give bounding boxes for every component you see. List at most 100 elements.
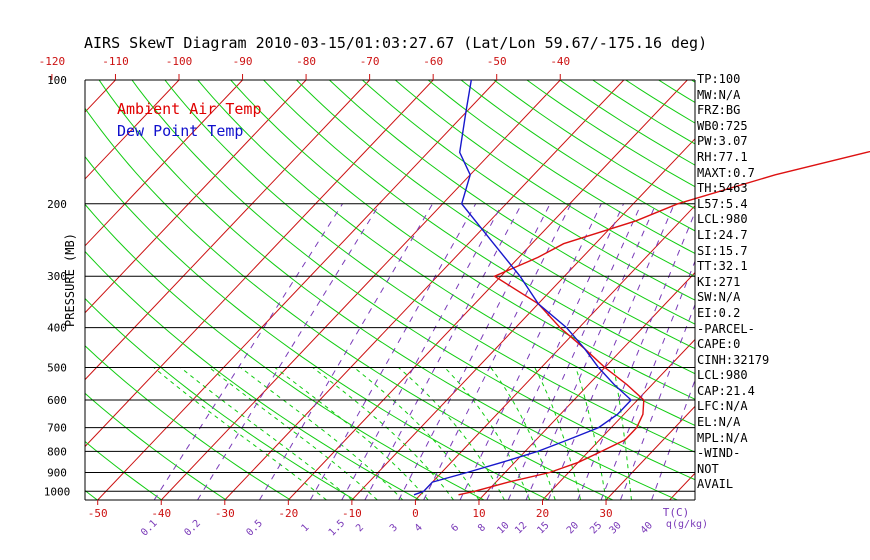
index-parcel-header: -PARCEL-: [697, 321, 755, 336]
index-sw: SW:N/A: [697, 290, 741, 305]
mixing-ratio-line: [341, 203, 503, 500]
mixing-ratio-line: [398, 203, 551, 500]
dry-adiabat-line: [85, 392, 227, 500]
moist-adiabat-line: [613, 367, 632, 500]
isotherm-line: [478, 271, 695, 500]
legend-dew-point-temp: Dew Point Temp: [117, 122, 244, 140]
isotherm-line: [605, 405, 695, 500]
dry-adiabat-line: [493, 80, 695, 210]
index-el: EL:N/A: [697, 415, 741, 430]
dry-adiabat-line: [85, 250, 420, 500]
mixing-ratio-tick-label: 15: [535, 520, 551, 536]
moist-adiabat-line: [490, 367, 556, 500]
mixing-ratio-tick-label: 0.1: [139, 518, 160, 539]
dry-adiabat-line: [427, 80, 695, 255]
mixing-ratio-tick-label: 8: [476, 522, 488, 534]
dry-adiabat-line: [526, 80, 695, 188]
top-temp-tick-label: -70: [360, 55, 380, 68]
mixing-ratio-tick-label: 0.2: [182, 518, 203, 539]
bottom-temp-tick-label: -40: [151, 507, 171, 520]
dry-adiabat-line: [0, 80, 33, 500]
index-wind-avail: AVAIL: [697, 477, 734, 492]
index-ki: KI:271: [697, 274, 741, 289]
index-cape: CAPE:0: [697, 337, 741, 352]
pressure-tick-label: 700: [47, 422, 67, 435]
moist-adiabat-line: [312, 367, 454, 500]
dry-adiabat-line: [263, 80, 695, 375]
dry-adiabat-line: [394, 80, 695, 278]
isotherm-line: [85, 80, 434, 448]
mixing-ratio-tick-label: 40: [639, 520, 655, 536]
index-lfc: LFC:N/A: [697, 399, 748, 414]
isotherm-line: [85, 80, 116, 113]
indices-list: TP:100 MW:N/A FRZ:BG WB0:725 PW:3.07 RH:…: [697, 72, 769, 493]
pressure-tick-label: 200: [47, 198, 67, 211]
pressure-tick-label: 900: [47, 466, 67, 479]
index-mw: MW:N/A: [697, 87, 741, 102]
dry-adiabat-line: [98, 80, 678, 500]
dry-adiabat-line: [85, 203, 485, 500]
bottom-temp-tick-label: 20: [536, 507, 549, 520]
top-temp-tick-label: -50: [487, 55, 507, 68]
dry-adiabat-line: [329, 80, 695, 325]
index-rh: RH:77.1: [697, 149, 748, 164]
dry-adiabat-line: [790, 80, 870, 500]
dry-adiabat-line: [197, 80, 695, 426]
mixing-ratio-line: [651, 378, 695, 500]
isotherm-line: [415, 204, 695, 500]
isotherm-line: [85, 80, 243, 247]
plot-lines: [0, 80, 870, 500]
pressure-tick-label: 400: [47, 322, 67, 335]
moist-adiabat-line: [575, 367, 607, 500]
dry-adiabat-line: [230, 80, 695, 400]
isotherm-line: [542, 338, 695, 500]
mixing-ratio-line: [197, 203, 381, 500]
chart-title: AIRS SkewT Diagram 2010-03-15/01:03:27.6…: [84, 34, 708, 52]
pressure-tick-label: 300: [47, 270, 67, 283]
index-frz: FRZ:BG: [697, 103, 741, 118]
index-mpl: MPL:N/A: [697, 430, 748, 445]
index-th: TH:5463: [697, 181, 748, 196]
mixing-ratio-line: [577, 211, 695, 500]
mixing-ratio-line: [600, 259, 695, 500]
dry-adiabat-line: [296, 80, 695, 350]
dewpoint-temp-line: [413, 79, 633, 496]
moist-adiabat-line: [208, 367, 378, 500]
pressure-tick-label: 500: [47, 361, 67, 374]
legend-ambient-air-temp: Ambient Air Temp: [117, 100, 262, 118]
mixing-ratio-tick-label: 0.5: [244, 518, 265, 539]
pressure-tick-label: 800: [47, 445, 67, 458]
mixing-ratio-tick-label: 1.5: [327, 518, 348, 539]
bottom-temp-tick-label: -50: [88, 507, 108, 520]
isotherm-line: [85, 80, 180, 180]
dry-adiabat-line: [131, 80, 695, 481]
moist-adiabat-line: [153, 367, 327, 500]
mixing-ratio-line: [153, 203, 343, 500]
bottom-temp-tick-label: -30: [215, 507, 235, 520]
isotherm-line: [85, 80, 307, 314]
mixing-ratio-line: [259, 203, 434, 500]
isotherm-line: [351, 138, 695, 500]
top-temp-tick-label: -60: [423, 55, 443, 68]
top-temp-tick-label: -90: [233, 55, 253, 68]
mixing-ratio-tick-label: 2: [354, 522, 366, 534]
top-temp-tick-label: -100: [166, 55, 193, 68]
index-tp: TP:100: [697, 72, 741, 86]
index-lcl: LCL:980: [697, 212, 748, 227]
mixing-ratio-line: [547, 203, 675, 500]
mixing-ratio-tick-label: 3: [388, 522, 400, 534]
mixing-ratio-line: [364, 203, 523, 500]
index-cap: CAP:21.4: [697, 383, 755, 398]
pressure-tick-label: 100: [47, 74, 67, 87]
bottom-temp-tick-label: 0: [412, 507, 419, 520]
mixing-ratio-tick-label: 25: [588, 520, 604, 536]
index-parcel-lcl: LCL:980: [697, 368, 748, 383]
mixing-ratio-line: [619, 303, 695, 500]
dry-adiabat-line: [460, 80, 695, 232]
dry-adiabat-line: [823, 80, 870, 500]
dry-adiabat-line: [362, 80, 695, 301]
dry-adiabat-line: [757, 80, 870, 500]
moist-adiabat-line: [353, 367, 480, 500]
top-temp-tick-label: -40: [550, 55, 570, 68]
isotherm-line: [85, 80, 370, 381]
